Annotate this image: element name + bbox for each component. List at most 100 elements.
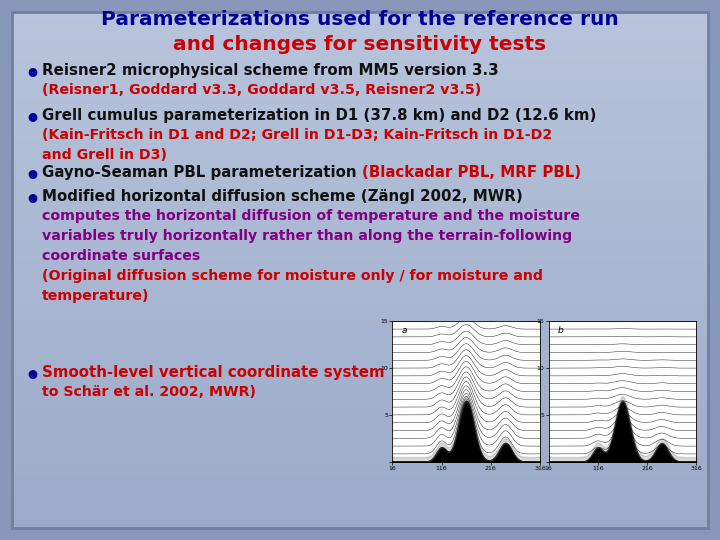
Bar — [12, 61, 708, 64]
Bar — [12, 448, 708, 450]
Bar — [12, 350, 708, 353]
Bar — [12, 120, 708, 123]
Bar — [12, 190, 708, 193]
Bar — [12, 422, 708, 425]
Text: Smooth-level vertical coordinate system: Smooth-level vertical coordinate system — [42, 365, 384, 380]
Bar — [12, 35, 708, 38]
Bar — [12, 265, 708, 267]
Bar — [12, 450, 708, 453]
Bar — [12, 474, 708, 476]
Bar — [12, 288, 708, 291]
Bar — [12, 90, 708, 92]
Bar — [12, 453, 708, 456]
Bar — [12, 363, 708, 366]
Bar — [12, 360, 708, 363]
Bar — [12, 97, 708, 100]
Bar — [12, 231, 708, 234]
Text: computes the horizontal diffusion of temperature and the moisture: computes the horizontal diffusion of tem… — [42, 209, 580, 223]
Bar — [12, 157, 708, 159]
Bar — [12, 324, 708, 327]
Bar — [12, 379, 708, 381]
Bar — [12, 177, 708, 180]
Bar — [12, 353, 708, 355]
Bar — [12, 355, 708, 357]
Bar — [12, 476, 708, 479]
Bar — [12, 69, 708, 71]
Bar — [12, 430, 708, 433]
Bar — [12, 520, 708, 523]
Text: a: a — [401, 326, 407, 334]
Bar — [12, 489, 708, 492]
Bar — [12, 440, 708, 443]
Bar — [12, 203, 708, 206]
Text: •: • — [24, 165, 40, 189]
Bar — [12, 435, 708, 438]
Bar — [12, 386, 708, 389]
Bar — [12, 296, 708, 299]
Text: (Kain-Fritsch in D1 and D2; Grell in D1-D3; Kain-Fritsch in D1-D2: (Kain-Fritsch in D1 and D2; Grell in D1-… — [42, 128, 552, 142]
Bar — [12, 508, 708, 510]
Bar — [12, 136, 708, 138]
Bar — [12, 110, 708, 113]
Bar — [12, 446, 708, 448]
Bar — [12, 25, 708, 28]
Bar — [12, 267, 708, 270]
Bar — [12, 502, 708, 505]
Bar — [12, 30, 708, 32]
Bar — [12, 125, 708, 128]
Bar — [12, 105, 708, 107]
Bar — [12, 94, 708, 97]
Bar — [12, 144, 708, 146]
Bar — [12, 311, 708, 314]
Bar — [12, 84, 708, 87]
Bar — [12, 500, 708, 502]
Bar — [12, 458, 708, 461]
Bar — [12, 396, 708, 399]
Bar — [12, 102, 708, 105]
Bar — [12, 399, 708, 402]
Bar — [12, 131, 708, 133]
Bar — [12, 366, 708, 368]
Bar — [12, 123, 708, 125]
Bar — [12, 407, 708, 409]
Bar — [12, 15, 708, 17]
Bar — [12, 74, 708, 77]
Bar — [12, 56, 708, 58]
Bar — [12, 22, 708, 25]
Bar — [12, 492, 708, 495]
Bar — [12, 38, 708, 40]
Bar — [12, 195, 708, 198]
Text: and changes for sensitivity tests: and changes for sensitivity tests — [174, 35, 546, 54]
Text: (Reisner1, Goddard v3.3, Goddard v3.5, Reisner2 v3.5): (Reisner1, Goddard v3.3, Goddard v3.5, R… — [42, 83, 481, 97]
Bar — [12, 466, 708, 469]
Bar — [12, 443, 708, 445]
Text: (Blackadar PBL, MRF PBL): (Blackadar PBL, MRF PBL) — [361, 165, 581, 180]
Bar — [12, 260, 708, 262]
Bar — [12, 275, 708, 278]
Bar — [12, 314, 708, 316]
Bar — [12, 48, 708, 51]
Bar — [12, 51, 708, 53]
Bar — [12, 79, 708, 82]
Bar — [12, 415, 708, 417]
Bar — [12, 404, 708, 407]
Bar — [12, 376, 708, 379]
Text: •: • — [24, 108, 40, 132]
Text: and Grell in D3): and Grell in D3) — [42, 148, 167, 162]
Bar — [12, 392, 708, 394]
Bar — [12, 510, 708, 512]
Text: •: • — [24, 189, 40, 213]
Bar — [12, 180, 708, 183]
Bar — [12, 218, 708, 221]
Text: Gayno-Seaman PBL parameterization: Gayno-Seaman PBL parameterization — [42, 165, 361, 180]
Bar — [12, 425, 708, 427]
Text: •: • — [24, 365, 40, 389]
Bar — [12, 461, 708, 463]
Bar — [12, 463, 708, 466]
Bar — [12, 471, 708, 474]
Bar — [12, 334, 708, 337]
Bar — [12, 438, 708, 440]
Text: variables truly horizontally rather than along the terrain-following: variables truly horizontally rather than… — [42, 229, 572, 243]
Bar — [12, 484, 708, 487]
Bar — [12, 40, 708, 43]
